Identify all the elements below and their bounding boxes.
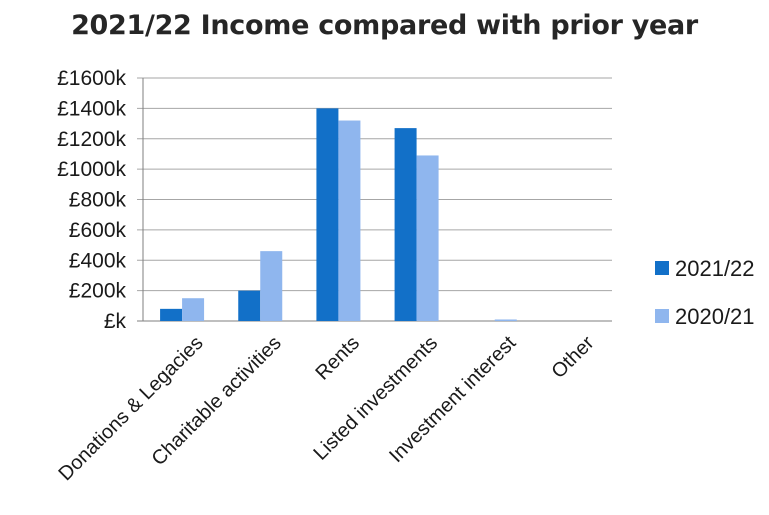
chart-title: 2021/22 Income compared with prior year: [71, 10, 698, 41]
bar-series-2: [416, 155, 439, 321]
legend-label: 2020/21: [675, 304, 755, 329]
y-tick-label: £600k: [69, 219, 127, 242]
x-tick-label: Rents: [311, 332, 364, 385]
y-tick-label: £k: [104, 310, 127, 333]
legend: 2021/22 2020/21: [655, 256, 755, 329]
x-tick-label: Donations & Legacies: [54, 332, 207, 485]
bar-series-1: [394, 128, 417, 321]
y-tick-label: £1200k: [57, 128, 126, 151]
y-tick-label: £800k: [69, 189, 127, 212]
bar-series-2: [338, 120, 361, 322]
bar-series-2: [182, 298, 205, 321]
legend-label: 2021/22: [675, 256, 755, 281]
bar-series-2: [260, 251, 283, 321]
y-tick-label: £1400k: [57, 97, 126, 120]
x-tick-label: Other: [548, 332, 599, 383]
legend-swatch: [655, 309, 669, 323]
x-tick-label: Charitable activities: [148, 332, 286, 470]
bar-series-2: [494, 319, 517, 321]
bar-series-1: [160, 308, 183, 321]
gridlines: [137, 77, 612, 322]
y-axis-ticks: £k £200k £400k £600k £800k £1000k £1200k £1400k…: [57, 67, 126, 333]
y-tick-label: £1600k: [57, 67, 126, 90]
y-tick-label: £400k: [69, 249, 127, 272]
y-tick-label: £1000k: [57, 158, 126, 181]
bars: [160, 108, 517, 322]
y-tick-label: £200k: [69, 280, 127, 303]
legend-swatch: [655, 261, 669, 275]
bar-series-1: [316, 108, 339, 321]
bar-series-1: [238, 290, 261, 321]
